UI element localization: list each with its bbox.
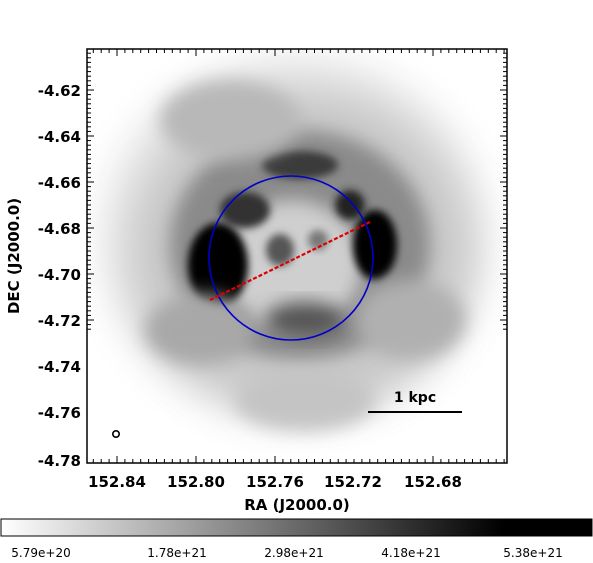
y-tick-label: -4.66 [38, 174, 81, 192]
y-tick-label: -4.64 [38, 128, 81, 146]
aperture-circle [208, 175, 374, 341]
beam-ellipse [112, 429, 121, 438]
x-tick-labels: 152.84 152.80 152.76 152.72 152.68 [88, 473, 462, 491]
x-axis-title: RA (J2000.0) [244, 496, 350, 514]
colorbar-tick-label: 1.78e+21 [147, 546, 206, 560]
colorbar-tick-label: 5.79e+20 [11, 546, 70, 560]
x-tick-label: 152.68 [404, 473, 462, 491]
x-tick-label: 152.84 [88, 473, 146, 491]
x-tick-label: 152.80 [167, 473, 225, 491]
y-tick-label: -4.78 [38, 452, 81, 470]
colorbar-tick-labels: 5.79e+20 1.78e+21 2.98e+21 4.18e+21 5.38… [11, 546, 562, 560]
colorbar [0, 518, 593, 537]
colorbar-tick-label: 4.18e+21 [381, 546, 440, 560]
y-tick-label: -4.74 [38, 358, 81, 376]
colorbar-tick-label: 2.98e+21 [264, 546, 323, 560]
y-tick-label: -4.72 [38, 312, 81, 330]
scale-bar-label: 1 kpc [394, 390, 436, 406]
y-tick-label: -4.70 [38, 266, 81, 284]
x-tick-label: 152.72 [324, 473, 382, 491]
y-tick-labels: -4.62 -4.64 -4.66 -4.68 -4.70 -4.72 -4.7… [38, 82, 81, 470]
y-tick-label: -4.76 [38, 404, 81, 422]
axis-ticks [87, 49, 507, 463]
x-tick-label: 152.76 [246, 473, 304, 491]
y-tick-label: -4.62 [38, 82, 81, 100]
colorbar-tick-label: 5.38e+21 [503, 546, 562, 560]
y-tick-label: -4.68 [38, 220, 81, 238]
y-axis-title: DEC (J2000.0) [5, 198, 23, 314]
hi-map-image [87, 49, 507, 463]
